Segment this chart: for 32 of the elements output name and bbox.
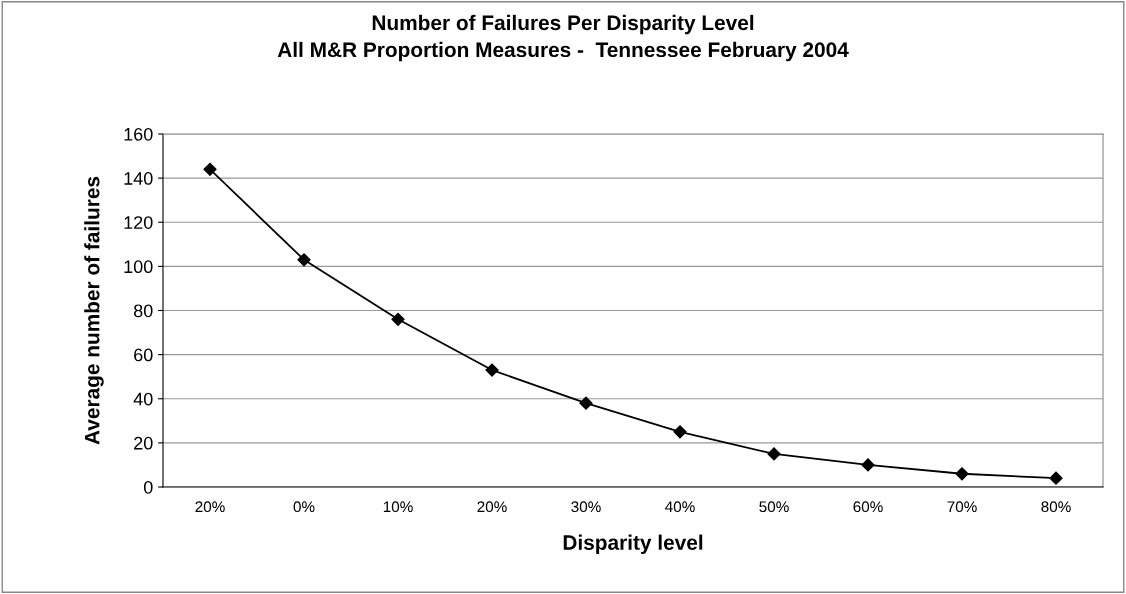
y-axis-title: Average number of failures [84,176,104,445]
y-tick-label: 100 [124,260,153,274]
point [579,396,593,410]
y-tick-label: 80 [133,304,153,318]
x-tick-label: 70% [947,501,977,513]
x-tick-label: 50% [759,501,789,513]
x-axis-title: Disparity level [563,534,703,554]
x-tick-label: 0% [293,501,315,513]
point [203,162,217,176]
point [767,447,781,461]
x-tick-label: 20% [477,501,507,513]
y-tick-label: 140 [124,172,153,185]
point [955,467,969,481]
point [1049,471,1063,485]
y-tick-label: 120 [124,216,153,229]
y-tick-label: 0 [143,480,153,494]
x-tick-label: 60% [853,501,883,513]
x-tick-label: 30% [571,501,601,513]
y-tick-label: 40 [133,392,153,406]
chart-title: Number of Failures Per Disparity Level All M&R Proportion Measures - Tennessee February 2004 [277,14,849,62]
point [391,312,405,326]
x-tick-label: 40% [665,501,695,513]
x-tick-label: 10% [383,501,413,513]
point [297,253,311,267]
point [673,425,687,439]
y-tick-label: 160 [124,127,153,141]
point [485,363,499,377]
x-tick-label: 80% [1041,501,1071,513]
x-tick-label: 20% [195,501,225,513]
point [861,458,875,472]
y-tick-label: 20 [134,436,153,450]
y-tick-label: 60 [134,348,153,362]
